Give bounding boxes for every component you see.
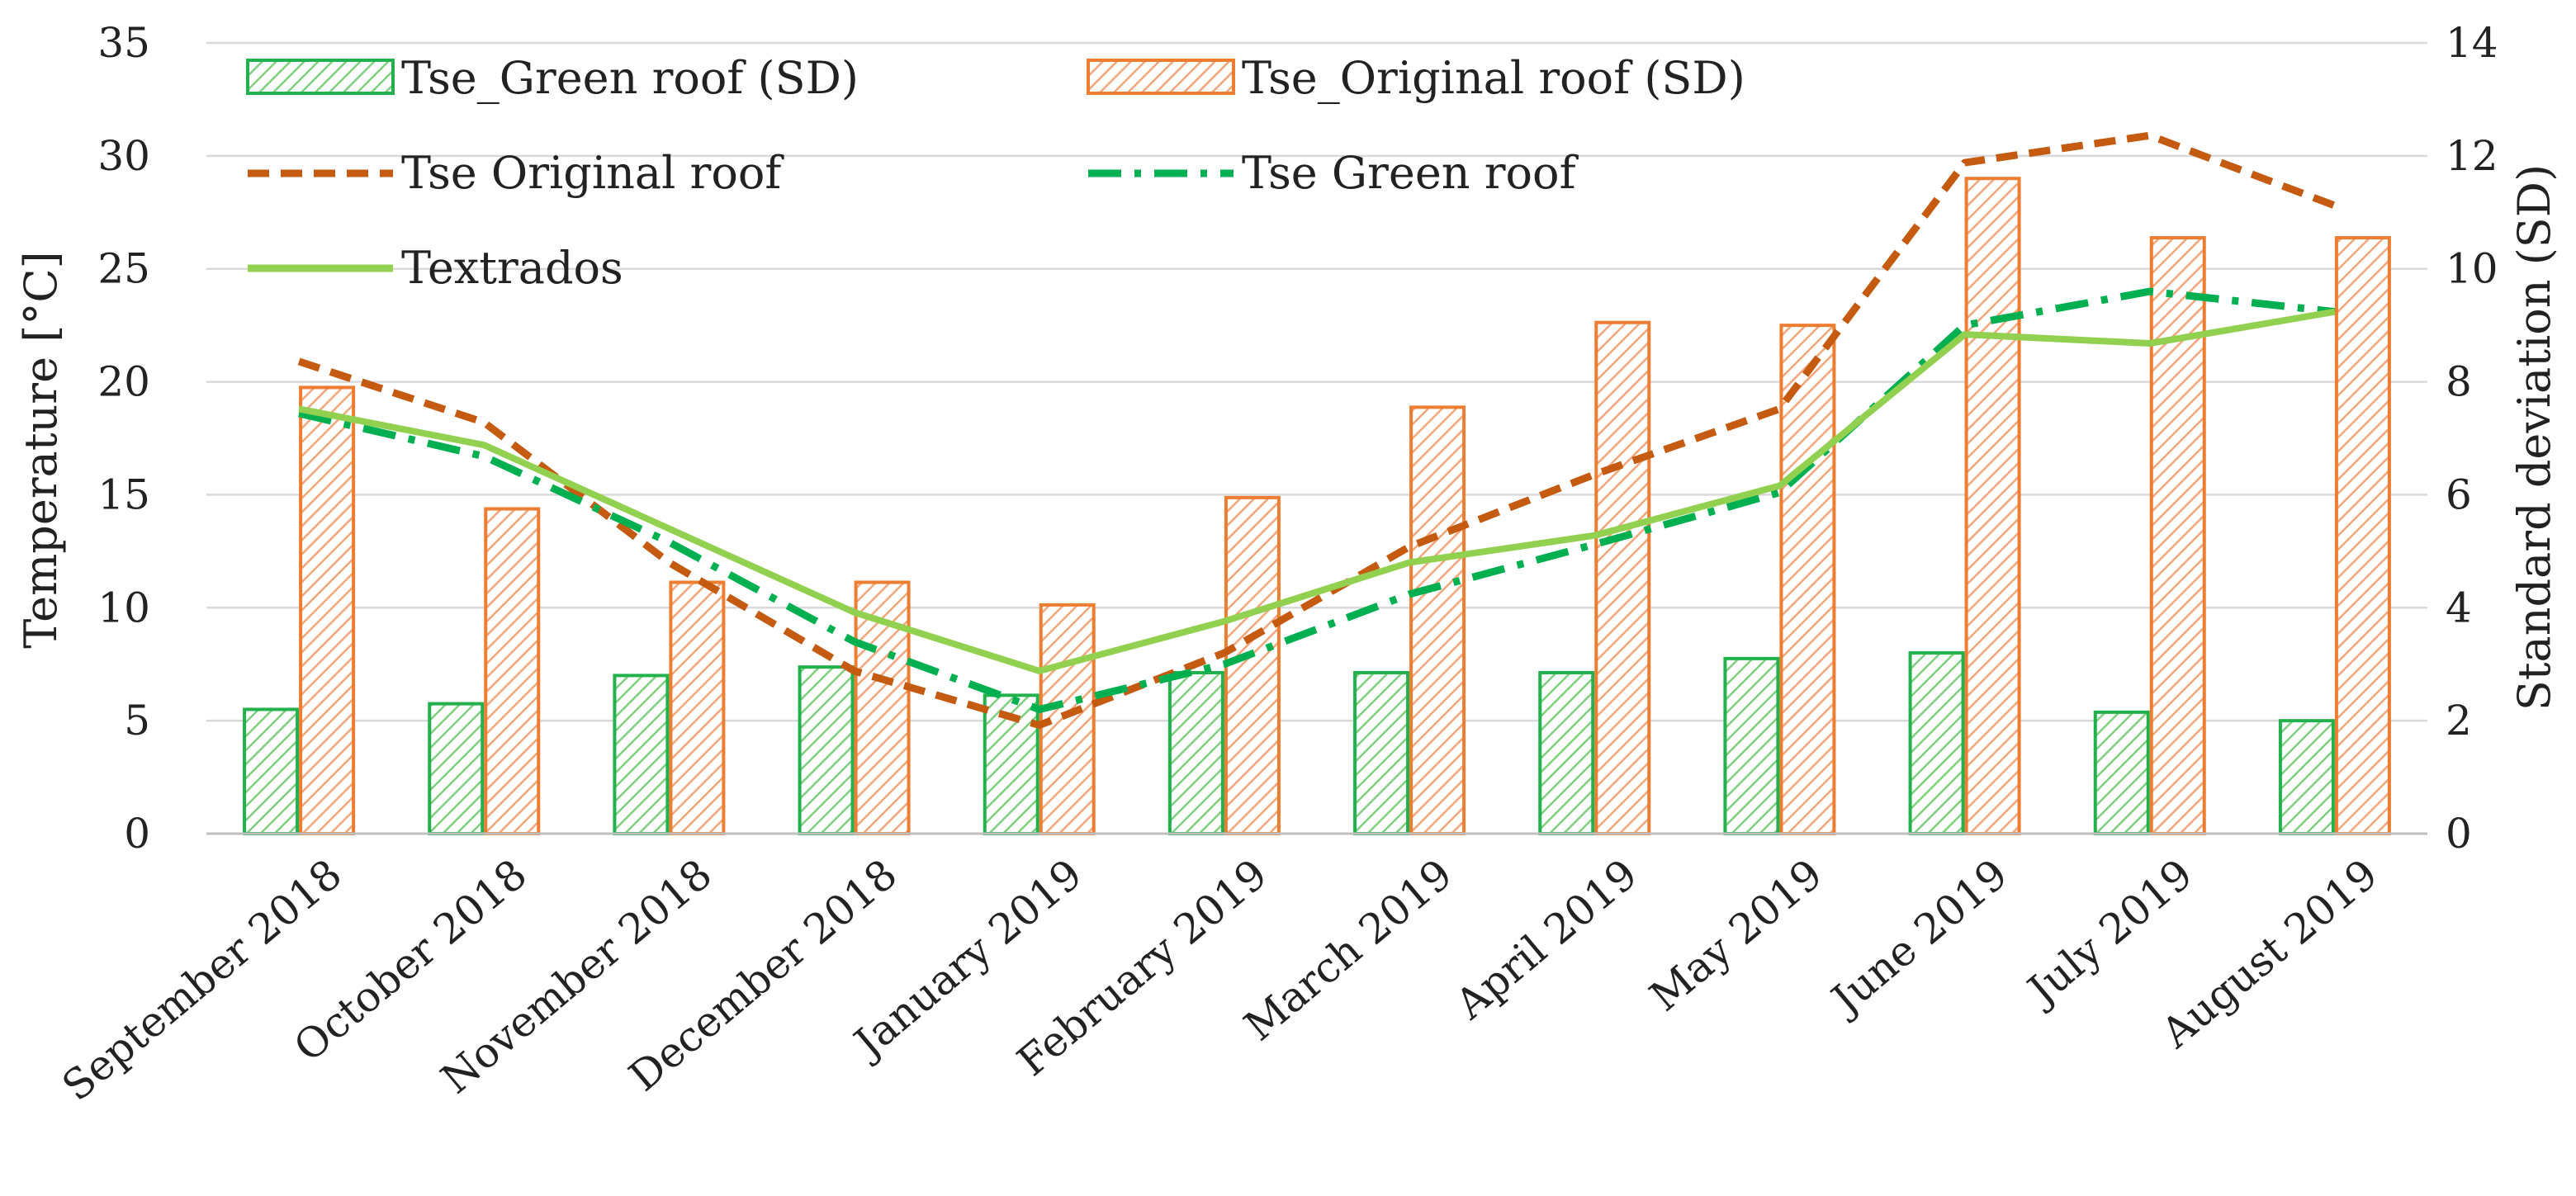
bar-original-roof-sd: [1409, 405, 1466, 836]
y-left-tick-label: 0: [124, 810, 150, 858]
y-right-tick-label: 0: [2446, 810, 2472, 858]
bar-original-roof-sd: [2149, 236, 2206, 836]
y-axis-left-title: Temperature [°C]: [15, 251, 67, 648]
bar-green-roof-sd: [428, 702, 485, 835]
y-left-tick-label: 5: [124, 697, 150, 745]
bar-original-roof-sd: [669, 580, 726, 835]
bar-original-roof-sd: [1224, 495, 1281, 835]
y-left-tick-label: 30: [97, 132, 150, 180]
legend-swatch-bar: [1087, 59, 1235, 95]
bar-original-roof-sd: [2334, 236, 2391, 836]
y-left-tick-label: 20: [97, 358, 150, 406]
legend-swatch-bar: [246, 59, 395, 95]
bar-original-roof-sd: [299, 385, 356, 835]
line-tse-original-roof: [297, 131, 2337, 730]
bar-green-roof-sd: [243, 707, 300, 836]
y-right-tick-label: 8: [2446, 358, 2472, 406]
line-textrados: [298, 308, 2336, 674]
bar-original-roof-sd: [484, 507, 541, 835]
legend-label: Tse_Green roof (SD): [401, 52, 859, 104]
y-right-tick-label: 4: [2446, 584, 2472, 631]
bar-green-roof-sd: [1167, 670, 1224, 835]
bar-green-roof-sd: [613, 674, 670, 836]
legend-label: Tse Green roof: [1242, 147, 1579, 199]
bar-original-roof-sd: [1964, 177, 2021, 835]
x-tick-label: April 2019: [1446, 850, 1646, 1029]
bar-green-roof-sd: [1353, 670, 1410, 835]
y-right-tick-label: 2: [2446, 697, 2472, 745]
line-tse-green-roof: [298, 287, 2336, 713]
legend-label: Tse Original roof: [401, 147, 784, 199]
bar-green-roof-sd: [1538, 670, 1595, 835]
legend-label: Textrados: [401, 242, 623, 294]
x-tick-label: June 2019: [1820, 850, 2016, 1026]
lines-layer: [297, 131, 2337, 730]
y-right-tick-label: 10: [2446, 245, 2498, 293]
y-left-tick-label: 15: [97, 470, 150, 518]
y-left-tick-label: 35: [97, 19, 150, 67]
bar-green-roof-sd: [1723, 656, 1780, 835]
y-left-tick-label: 25: [97, 245, 150, 293]
bar-green-roof-sd: [2093, 710, 2150, 836]
bar-green-roof-sd: [2278, 719, 2335, 836]
bars-layer: [243, 177, 2391, 836]
bar-original-roof-sd: [1594, 320, 1651, 835]
y-left-tick-label: 10: [97, 584, 150, 631]
bar-green-roof-sd: [798, 665, 855, 836]
y-right-tick-label: 6: [2446, 470, 2472, 518]
y-axis-right-title: Standard deviation (SD): [2508, 164, 2560, 711]
bar-green-roof-sd: [1908, 651, 1965, 835]
y-right-tick-label: 14: [2446, 19, 2498, 67]
x-tick-label: July 2019: [2016, 850, 2202, 1017]
x-tick-label: May 2019: [1641, 850, 1831, 1021]
legend: Tse_Green roof (SD) Tse_Original roof (SD…: [246, 52, 1745, 294]
legend-label: Tse_Original roof (SD): [1242, 52, 1745, 104]
y-right-tick-label: 12: [2446, 132, 2498, 180]
x-tick-label: September 2018: [54, 850, 351, 1110]
